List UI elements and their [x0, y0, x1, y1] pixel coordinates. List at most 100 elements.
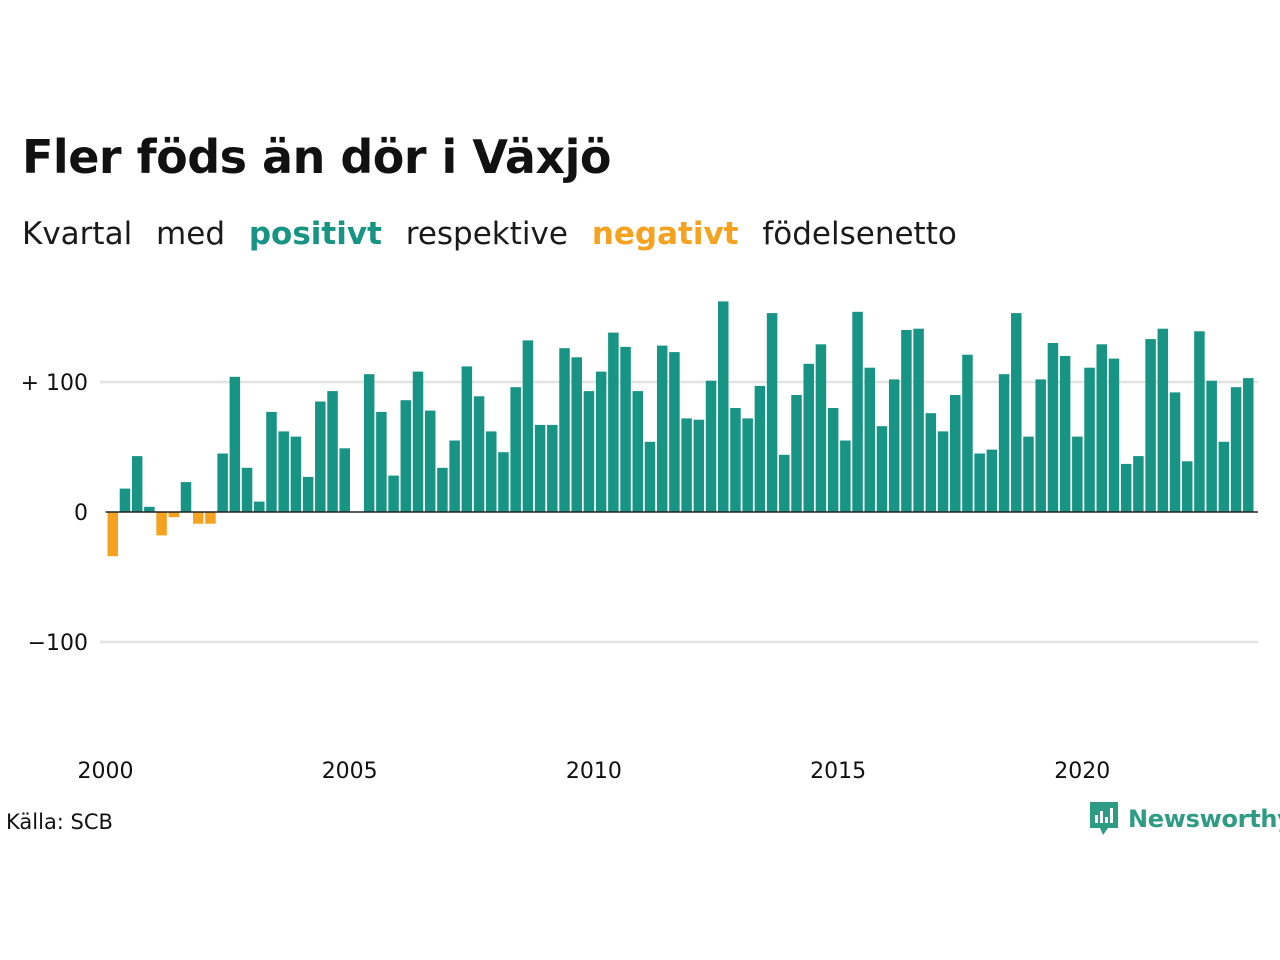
subtitle-word-med: med [156, 216, 225, 252]
bar [449, 440, 460, 512]
bar [876, 426, 888, 512]
bar [779, 454, 790, 512]
bar [962, 354, 973, 512]
bar [254, 501, 265, 512]
bar [1096, 344, 1108, 512]
subtitle-word-kvartal: Kvartal [22, 216, 133, 252]
bar [766, 313, 778, 512]
bar [1011, 313, 1022, 512]
bar [803, 363, 814, 512]
bar [400, 400, 412, 512]
y-tick-label: + 100 [21, 371, 88, 396]
bar [1023, 436, 1034, 512]
bar [498, 452, 509, 512]
bar [718, 301, 729, 512]
bar [144, 506, 155, 512]
y-tick-label: −100 [28, 631, 88, 656]
bar [1157, 328, 1169, 512]
bar [241, 467, 253, 512]
bar [131, 456, 143, 512]
bar [376, 411, 387, 512]
x-tick-label: 2010 [566, 759, 622, 784]
bar [1145, 339, 1156, 512]
bar [559, 348, 570, 512]
bar [339, 448, 350, 512]
bar [302, 476, 314, 512]
bar [913, 328, 924, 512]
bar [1194, 331, 1205, 512]
bar [1108, 358, 1120, 512]
bar [1169, 392, 1181, 512]
bar [840, 440, 851, 512]
bar [864, 367, 876, 512]
bar [1181, 461, 1193, 512]
bar [424, 410, 436, 512]
bar [852, 311, 863, 512]
bar [888, 379, 900, 512]
chart-title: Fler föds än dör i Växjö [22, 130, 612, 184]
bar [180, 482, 192, 512]
bar [412, 371, 424, 512]
bar [315, 401, 326, 512]
bar [754, 385, 766, 512]
bar [107, 512, 118, 557]
bar [437, 467, 448, 512]
bar [278, 431, 289, 512]
bar [229, 376, 241, 512]
x-tick-label: 2000 [78, 759, 134, 784]
bar [901, 330, 912, 512]
bar [461, 366, 473, 512]
bar [1243, 378, 1254, 512]
bar [327, 391, 338, 512]
bars-layer [107, 301, 1254, 557]
bar [644, 441, 656, 512]
bar [693, 419, 705, 512]
bar [156, 512, 167, 536]
x-tick-label: 2015 [810, 759, 866, 784]
y-tick-label: 0 [74, 501, 88, 526]
bar [571, 357, 582, 512]
bar [925, 413, 937, 512]
bar [1206, 380, 1217, 512]
bar [290, 436, 302, 512]
bar [363, 374, 375, 512]
chart-subtitle: Kvartal med positivt respektive negativt… [22, 216, 971, 252]
bar [730, 408, 741, 512]
bar [595, 371, 607, 512]
bar [1035, 379, 1046, 512]
bar [620, 346, 631, 512]
bar [119, 488, 131, 512]
bar [547, 424, 558, 512]
brand-name: Newsworthy [1128, 805, 1280, 833]
bar [669, 352, 680, 512]
axis-layer: + 100 0 −100 2000 2005 2010 2015 2020 [21, 371, 1258, 784]
bar [608, 332, 619, 512]
bar [986, 449, 998, 512]
bar [705, 380, 717, 512]
bar [1059, 356, 1071, 512]
bar [1120, 463, 1132, 512]
bar [1084, 367, 1095, 512]
bar [742, 418, 753, 512]
bar [1072, 436, 1083, 512]
x-tick-label: 2005 [322, 759, 378, 784]
subtitle-negative-label: negativt [591, 216, 739, 252]
bar [473, 396, 485, 512]
bar [205, 512, 216, 524]
bar [510, 387, 521, 512]
newsworthy-logo: Newsworthy [1088, 800, 1280, 838]
bar [192, 512, 204, 524]
bar-chart-bubble-icon [1090, 802, 1118, 835]
bar [168, 512, 180, 518]
bar [1218, 441, 1230, 512]
bar [1133, 456, 1144, 512]
source-label: Källa: SCB [6, 810, 113, 834]
bar [998, 374, 1010, 512]
subtitle-word-respektive: respektive [405, 216, 568, 252]
subtitle-word-fodelsenetto: födelsenetto [762, 216, 957, 252]
bar [656, 345, 668, 512]
bar [1047, 343, 1059, 512]
bar [217, 453, 228, 512]
bar [1230, 387, 1242, 512]
bar [522, 340, 534, 512]
